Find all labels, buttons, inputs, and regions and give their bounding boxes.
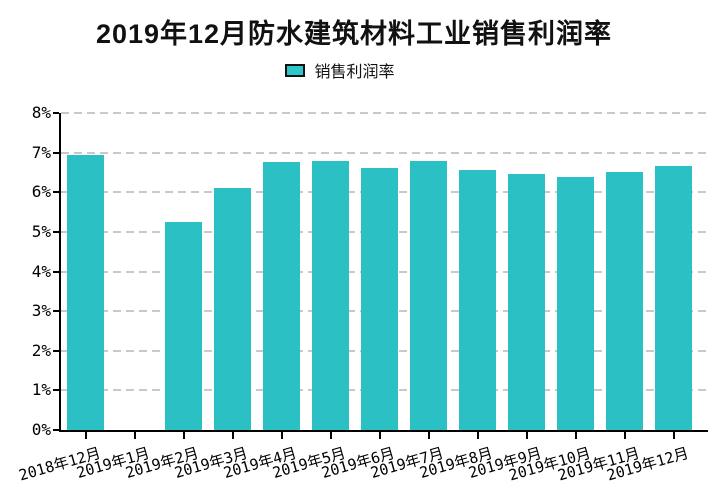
- bar-2019年10月: [557, 177, 594, 430]
- x-axis-tick: [280, 432, 283, 439]
- bar-2019年11月: [606, 171, 643, 430]
- y-axis-tick: [53, 112, 59, 114]
- y-axis-tick-label: 3%: [31, 301, 51, 321]
- x-axis-tick: [329, 432, 332, 439]
- x-axis-tick: [427, 432, 430, 439]
- y-axis-tick-label: 8%: [31, 103, 51, 122]
- x-axis-tick: [525, 432, 528, 439]
- y-axis-tick-label: 5%: [31, 221, 51, 241]
- x-axis-tick: [378, 432, 381, 439]
- chart-title: 2019年12月防水建筑材料工业销售利润率: [95, 19, 613, 49]
- legend-series-label: 销售利润率: [314, 64, 395, 81]
- y-axis-tick: [53, 389, 59, 392]
- bar-2019年2月: [165, 221, 202, 430]
- y-axis-tick: [53, 191, 59, 194]
- y-axis-tick: [53, 270, 59, 273]
- gridline-8pct: [61, 112, 708, 114]
- y-axis-tick-label: 2%: [31, 340, 51, 360]
- gridline-7pct: [61, 151, 708, 154]
- x-axis-tick: [133, 432, 136, 439]
- y-axis-tick-label: 7%: [31, 142, 51, 162]
- chart-legend: 销售利润率: [0, 58, 680, 82]
- x-axis-tick: [231, 432, 234, 439]
- y-axis-tick-label: 6%: [31, 182, 51, 202]
- y-axis-tick-label: 4%: [31, 261, 51, 281]
- y-axis-tick: [53, 310, 59, 313]
- bar-2019年5月: [312, 160, 349, 430]
- bar-2019年7月: [410, 161, 447, 430]
- y-axis-tick-label: 0%: [31, 420, 51, 439]
- x-axis-tick: [84, 432, 87, 439]
- bar-2019年6月: [361, 168, 398, 430]
- y-axis-tick: [53, 429, 59, 431]
- y-axis-line: [59, 113, 61, 432]
- bar-2019年9月: [508, 174, 545, 430]
- bar-2019年3月: [214, 188, 251, 430]
- bar-2018年12月: [67, 154, 104, 430]
- bar-2019年4月: [263, 161, 300, 430]
- x-axis-tick: [574, 432, 577, 439]
- x-axis-line: [59, 430, 708, 432]
- x-axis-tick: [623, 432, 626, 439]
- x-axis-tick: [476, 432, 479, 439]
- y-axis-tick: [53, 349, 59, 352]
- x-axis-tick: [182, 432, 185, 439]
- y-axis-tick: [53, 230, 59, 233]
- bar-2019年12月: [655, 166, 692, 430]
- legend-swatch-icon: [285, 63, 306, 77]
- bar-2019年8月: [459, 170, 496, 430]
- x-axis-tick: [672, 432, 675, 439]
- y-axis-tick: [53, 151, 59, 154]
- y-axis-tick-label: 1%: [31, 380, 51, 400]
